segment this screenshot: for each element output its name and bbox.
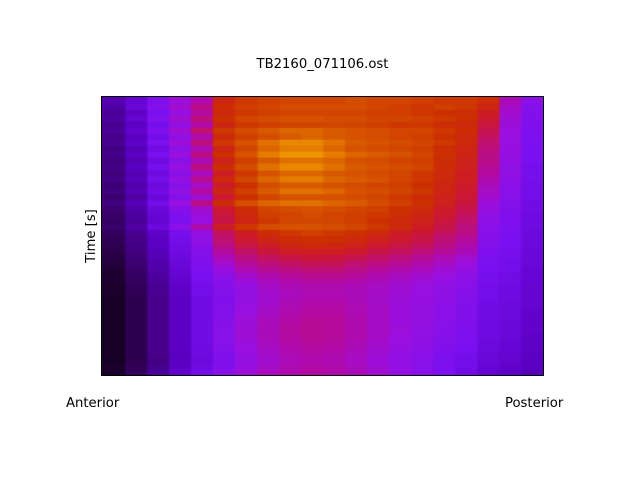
x-axis-label-posterior: Posterior bbox=[505, 396, 564, 411]
x-axis-label-anterior: Anterior bbox=[66, 396, 120, 411]
y-axis-label: Time [s] bbox=[84, 209, 99, 263]
heatmap-axes bbox=[101, 96, 544, 376]
page-title: TB2160_071106.ost bbox=[256, 57, 389, 72]
heatmap-image bbox=[102, 97, 543, 375]
